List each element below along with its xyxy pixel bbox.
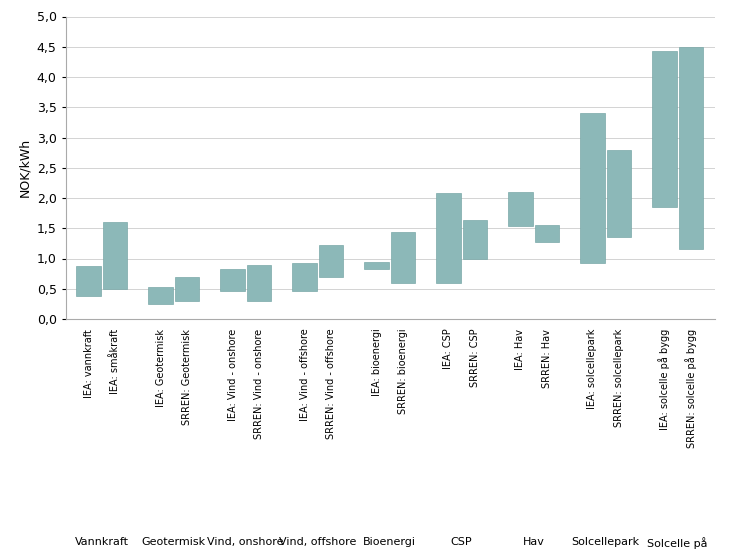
Bar — [391, 233, 415, 283]
Bar — [220, 270, 245, 290]
Bar — [292, 263, 317, 290]
Bar — [463, 221, 487, 258]
Bar — [364, 262, 389, 269]
Text: Vind, offshore: Vind, offshore — [279, 537, 356, 547]
Text: Solcellepark: Solcellepark — [572, 537, 639, 547]
Bar — [103, 222, 127, 289]
Text: Bioenergi: Bioenergi — [363, 537, 416, 547]
Bar — [174, 277, 199, 301]
Bar — [678, 47, 703, 250]
Text: Geotermisk: Geotermisk — [142, 537, 206, 547]
Text: Vannkraft: Vannkraft — [74, 537, 128, 547]
Text: Hav: Hav — [523, 537, 545, 547]
Text: Solcelle på
bygg: Solcelle på bygg — [648, 537, 708, 550]
Bar — [508, 192, 533, 227]
Y-axis label: NOK/kWh: NOK/kWh — [18, 138, 31, 197]
Bar — [148, 287, 173, 304]
Bar — [76, 266, 101, 296]
Bar — [607, 150, 631, 238]
Text: Vind, onshore: Vind, onshore — [207, 537, 284, 547]
Text: CSP: CSP — [451, 537, 472, 547]
Bar — [580, 113, 604, 263]
Bar — [534, 226, 559, 242]
Bar — [437, 193, 461, 283]
Bar — [652, 51, 677, 207]
Bar — [247, 265, 271, 301]
Bar — [318, 245, 343, 277]
